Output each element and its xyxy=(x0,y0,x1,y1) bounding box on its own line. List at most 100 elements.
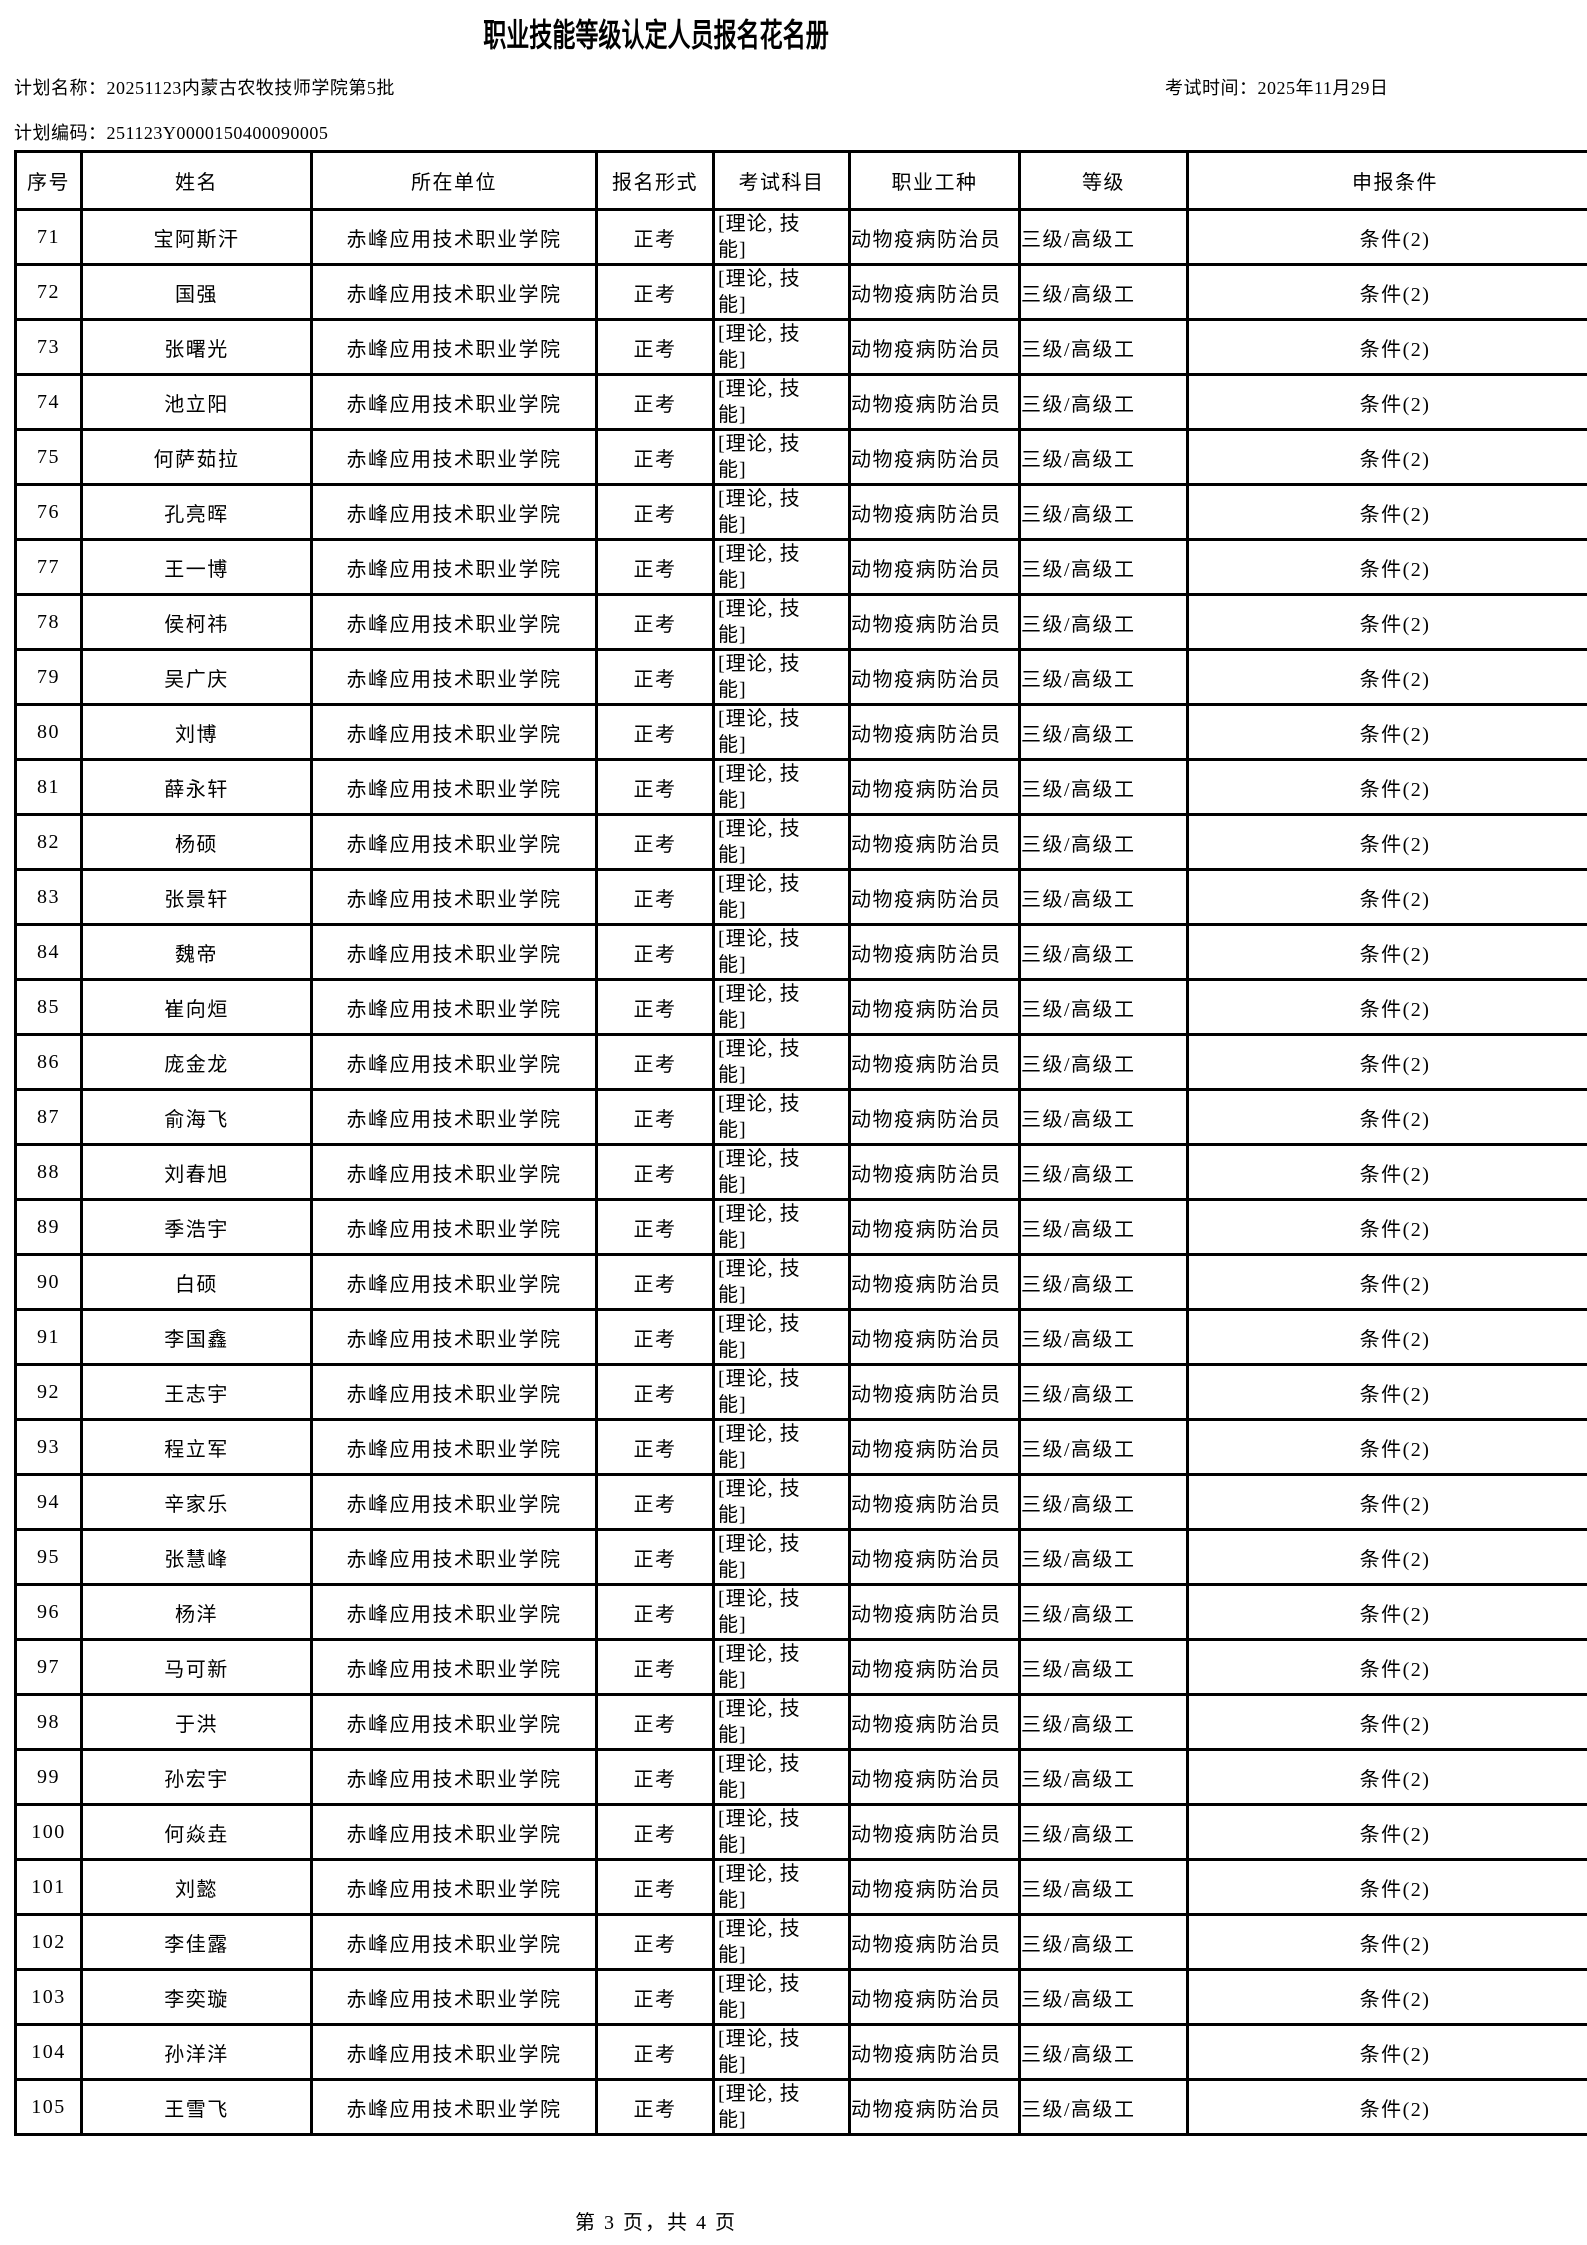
cell-level: 三级/高级工 xyxy=(1018,208,1189,266)
cell-subjects: [理论, 技能] xyxy=(712,483,851,541)
cell-name: 张景轩 xyxy=(80,868,313,926)
cell-condition: 条件(2) xyxy=(1186,978,1587,1036)
cell-seq: 74 xyxy=(14,373,83,431)
cell-name: 刘博 xyxy=(80,703,313,761)
cell-org: 赤峰应用技术职业学院 xyxy=(310,208,598,266)
cell-subjects: [理论, 技能] xyxy=(712,1143,851,1201)
cell-form: 正考 xyxy=(595,1748,715,1806)
cell-name: 张慧峰 xyxy=(80,1528,313,1586)
plan-name-label: 计划名称： xyxy=(14,78,107,98)
cell-level: 三级/高级工 xyxy=(1018,1308,1189,1366)
cell-name: 李佳露 xyxy=(80,1913,313,1971)
cell-condition: 条件(2) xyxy=(1186,758,1587,816)
cell-form: 正考 xyxy=(595,1033,715,1091)
cell-name: 庞金龙 xyxy=(80,1033,313,1091)
table-row: 102 李佳露 赤峰应用技术职业学院 正考 [理论, 技能] 动物疫病防治员 三级/高级工条… xyxy=(14,1913,1587,1971)
cell-seq: 90 xyxy=(14,1253,83,1311)
cell-org: 赤峰应用技术职业学院 xyxy=(310,1968,598,2026)
cell-subjects: [理论, 技能] xyxy=(712,538,851,596)
col-header-seq: 序号 xyxy=(14,150,83,211)
cell-form: 正考 xyxy=(595,1363,715,1421)
cell-form: 正考 xyxy=(595,1088,715,1146)
cell-occupation: 动物疫病防治员 xyxy=(848,1693,1021,1751)
cell-name: 李国鑫 xyxy=(80,1308,313,1366)
cell-condition: 条件(2) xyxy=(1186,1308,1587,1366)
cell-condition: 条件(2) xyxy=(1186,208,1587,266)
cell-condition: 条件(2) xyxy=(1186,1033,1587,1091)
cell-subjects: [理论, 技能] xyxy=(712,373,851,431)
cell-seq: 103 xyxy=(14,1968,83,2026)
cell-subjects: [理论, 技能] xyxy=(712,868,851,926)
cell-condition: 条件(2) xyxy=(1186,483,1587,541)
cell-form: 正考 xyxy=(595,813,715,871)
cell-seq: 84 xyxy=(14,923,83,981)
cell-org: 赤峰应用技术职业学院 xyxy=(310,813,598,871)
cell-seq: 87 xyxy=(14,1088,83,1146)
cell-seq: 72 xyxy=(14,263,83,321)
cell-name: 刘懿 xyxy=(80,1858,313,1916)
col-header-occupation: 职业工种 xyxy=(848,150,1021,211)
cell-form: 正考 xyxy=(595,593,715,651)
cell-occupation: 动物疫病防治员 xyxy=(848,208,1021,266)
cell-subjects-text: [理论, 技能] xyxy=(718,928,801,976)
cell-name: 何萨茹拉 xyxy=(80,428,313,486)
cell-name: 王一博 xyxy=(80,538,313,596)
cell-name: 于洪 xyxy=(80,1693,313,1751)
plan-code-line: 计划编码：251123Y0000150400090005 xyxy=(14,119,328,145)
table-row: 97 马可新 赤峰应用技术职业学院 正考 [理论, 技能] 动物疫病防治员 三级/高级工 条件… xyxy=(14,1638,1587,1696)
table-row: 74 池立阳 赤峰应用技术职业学院 正考 [理论, 技能] 动物疫病防治员 三级/高级工 条件… xyxy=(14,373,1587,431)
cell-condition: 条件(2) xyxy=(1186,1583,1587,1641)
cell-occupation: 动物疫病防治员 xyxy=(848,1638,1021,1696)
cell-occupation: 动物疫病防治员 xyxy=(848,1253,1021,1311)
cell-subjects: [理论, 技能] xyxy=(712,1363,851,1421)
cell-form: 正考 xyxy=(595,1308,715,1366)
cell-level: 三级/高级工 xyxy=(1018,483,1189,541)
cell-seq: 77 xyxy=(14,538,83,596)
cell-org: 赤峰应用技术职业学院 xyxy=(310,428,598,486)
cell-condition: 条件(2) xyxy=(1186,648,1587,706)
cell-name: 崔向烜 xyxy=(80,978,313,1036)
cell-subjects-text: [理论, 技能] xyxy=(718,1863,801,1911)
cell-subjects-text: [理论, 技能] xyxy=(718,1423,801,1471)
cell-name: 王雪飞 xyxy=(80,2078,313,2136)
cell-subjects-text: [理论, 技能] xyxy=(718,268,801,316)
cell-seq: 86 xyxy=(14,1033,83,1091)
cell-subjects-text: [理论, 技能] xyxy=(718,1533,801,1581)
table-row: 89 季浩宇 赤峰应用技术职业学院 正考 [理论, 技能] 动物疫病防治员 三级/高级工 条件… xyxy=(14,1198,1587,1256)
col-header-name: 姓名 xyxy=(80,150,313,211)
cell-condition: 条件(2) xyxy=(1186,1693,1587,1751)
cell-org: 赤峰应用技术职业学院 xyxy=(310,1858,598,1916)
cell-occupation: 动物疫病防治员 xyxy=(848,978,1021,1036)
cell-seq: 96 xyxy=(14,1583,83,1641)
cell-seq: 98 xyxy=(14,1693,83,1751)
cell-org: 赤峰应用技术职业学院 xyxy=(310,1803,598,1861)
table-row: 86 庞金龙 赤峰应用技术职业学院 正考 [理论, 技能] 动物疫病防治员 三级/高级工 条件… xyxy=(14,1033,1587,1091)
cell-form: 正考 xyxy=(595,428,715,486)
cell-subjects: [理论, 技能] xyxy=(712,923,851,981)
cell-condition: 条件(2) xyxy=(1186,373,1587,431)
cell-level: 三级/高级工 xyxy=(1018,2078,1189,2136)
table-row: 73 张曙光 赤峰应用技术职业学院 正考 [理论, 技能] 动物疫病防治员 三级/高级工 条件… xyxy=(14,318,1587,376)
cell-level: 三级/高级工 xyxy=(1018,1473,1189,1531)
table-row: 94 辛家乐 赤峰应用技术职业学院 正考 [理论, 技能] 动物疫病防治员 三级/高级工 条件… xyxy=(14,1473,1587,1531)
cell-subjects: [理论, 技能] xyxy=(712,1308,851,1366)
cell-seq: 78 xyxy=(14,593,83,651)
table-row: 92 王志宇 赤峰应用技术职业学院 正考 [理论, 技能] 动物疫病防治员 三级/高级工 条件… xyxy=(14,1363,1587,1421)
cell-occupation: 动物疫病防治员 xyxy=(848,593,1021,651)
cell-occupation: 动物疫病防治员 xyxy=(848,1858,1021,1916)
cell-occupation: 动物疫病防治员 xyxy=(848,1198,1021,1256)
table-row: 105 王雪飞 赤峰应用技术职业学院 正考 [理论, 技能] 动物疫病防治员 三级/高级工条… xyxy=(14,2078,1587,2136)
cell-subjects-text: [理论, 技能] xyxy=(718,1203,801,1251)
cell-condition: 条件(2) xyxy=(1186,2023,1587,2081)
cell-condition: 条件(2) xyxy=(1186,703,1587,761)
cell-level: 三级/高级工 xyxy=(1018,1693,1189,1751)
cell-form: 正考 xyxy=(595,923,715,981)
cell-occupation: 动物疫病防治员 xyxy=(848,1968,1021,2026)
cell-form: 正考 xyxy=(595,1418,715,1476)
table-row: 98 于洪 赤峰应用技术职业学院 正考 [理论, 技能] 动物疫病防治员 三级/高级工 条件(… xyxy=(14,1693,1587,1751)
cell-level: 三级/高级工 xyxy=(1018,758,1189,816)
cell-subjects-text: [理论, 技能] xyxy=(718,1808,801,1856)
cell-level: 三级/高级工 xyxy=(1018,1583,1189,1641)
cell-org: 赤峰应用技术职业学院 xyxy=(310,593,598,651)
cell-seq: 75 xyxy=(14,428,83,486)
